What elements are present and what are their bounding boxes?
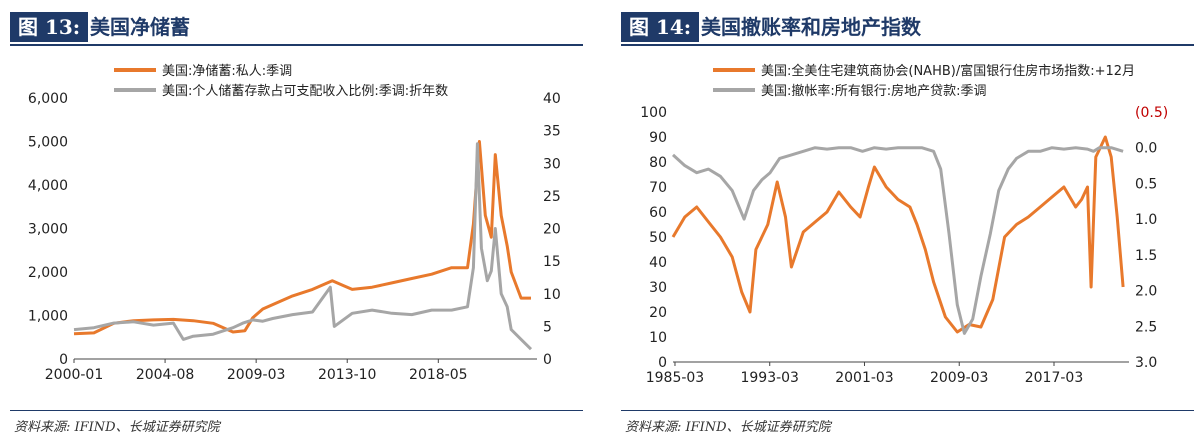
left-legend-label-0: 美国:净储蓄:私人:季调 <box>162 64 292 79</box>
left-source-note: 资料来源: IFIND、长城证券研究院 <box>14 420 220 435</box>
left-x-tick-2: 2009-03 <box>227 367 286 383</box>
right-y-left-tick-6: 40 <box>649 255 667 271</box>
left-x-tick-3: 2013-10 <box>318 367 377 383</box>
left-y-left-tick-4: 2,000 <box>28 265 68 281</box>
left-y-left-tick-5: 1,000 <box>28 309 68 325</box>
left-y-left-tick-2: 4,000 <box>28 178 68 194</box>
right-y-left-tick-10: 0 <box>658 355 667 371</box>
right-y-left-tick-1: 90 <box>649 130 667 146</box>
right-y-right-tick-2: 0.5 <box>1135 176 1157 192</box>
right-x-tick-0: 1985-03 <box>646 370 705 386</box>
left-series-line-1 <box>73 142 533 351</box>
left-y-right-tick-8: 0 <box>543 352 552 368</box>
left-y-right-tick-0: 40 <box>543 91 561 107</box>
right-source-note: 资料来源: IFIND、长城证券研究院 <box>625 420 831 435</box>
left-chart-panel: 图 13: 美国净储蓄 美国:净储蓄:私人:季调美国:个人储蓄存款占可支配收入比… <box>0 0 583 440</box>
right-y-left-tick-5: 50 <box>649 230 667 246</box>
right-x-tick-4: 2017-03 <box>1025 370 1084 386</box>
left-y-left-tick-6: 0 <box>59 352 68 368</box>
right-series-line-0 <box>671 135 1125 334</box>
right-y-right-tick-1: 0.0 <box>1135 141 1157 157</box>
left-source-rule <box>10 410 583 411</box>
left-y-right-tick-5: 15 <box>543 254 561 270</box>
left-y-right-tick-2: 30 <box>543 156 561 172</box>
right-title-rule <box>621 44 1194 46</box>
right-legend-label-1: 美国:撤帐率:所有银行:房地产贷款:季调 <box>761 83 987 99</box>
right-source-rule <box>621 410 1194 411</box>
right-chart-panel: 图 14: 美国撤账率和房地产指数 美国:全美住宅建筑商协会(NAHB)/富国银… <box>611 0 1194 440</box>
right-y-left-tick-3: 70 <box>649 180 667 196</box>
left-y-right-tick-1: 35 <box>543 124 561 140</box>
right-title-bar: 图 14: 美国撤账率和房地产指数 <box>621 12 1194 46</box>
right-y-left-tick-4: 60 <box>649 205 667 221</box>
right-y-left-tick-2: 80 <box>649 155 667 171</box>
left-legend-label-1: 美国:个人储蓄存款占可支配收入比例:季调:折年数 <box>162 84 448 99</box>
right-y-left-tick-0: 100 <box>640 105 667 121</box>
right-y-left-tick-7: 30 <box>649 280 667 296</box>
left-y-right-tick-4: 20 <box>543 222 561 238</box>
left-title-bar: 图 13: 美国净储蓄 <box>10 12 583 46</box>
right-chart-svg: 美国:全美住宅建筑商协会(NAHB)/富国银行住房市场指数:+12月美国:撤帐率… <box>640 63 1168 386</box>
right-chart-title: 美国撤账率和房地产指数 <box>701 15 921 39</box>
left-x-tick-0: 2000-01 <box>45 367 104 383</box>
right-y-left-tick-8: 20 <box>649 305 667 321</box>
left-figure-label: 图 13: <box>10 12 89 42</box>
right-y-right-tick-6: 2.5 <box>1135 319 1157 335</box>
right-y-right-tick-3: 1.0 <box>1135 212 1157 228</box>
left-chart-title: 美国净储蓄 <box>90 15 190 39</box>
left-x-tick-4: 2018-05 <box>409 367 468 383</box>
left-y-right-tick-7: 5 <box>543 319 552 335</box>
left-y-right-tick-6: 10 <box>543 287 561 303</box>
right-x-tick-1: 1993-03 <box>740 370 799 386</box>
right-series-line-1 <box>671 146 1124 335</box>
right-y-right-tick-7: 3.0 <box>1135 355 1157 371</box>
left-title-rule <box>10 44 583 46</box>
right-figure-label: 图 14: <box>621 12 700 42</box>
right-y-right-tick-0: (0.5) <box>1135 105 1168 121</box>
left-y-left-tick-0: 6,000 <box>28 91 68 107</box>
right-y-right-tick-4: 1.5 <box>1135 248 1157 264</box>
right-legend-label-0: 美国:全美住宅建筑商协会(NAHB)/富国银行住房市场指数:+12月 <box>761 63 1135 79</box>
left-y-right-tick-3: 25 <box>543 189 561 205</box>
right-x-tick-2: 2001-03 <box>835 370 894 386</box>
left-y-left-tick-3: 3,000 <box>28 222 68 238</box>
left-x-tick-1: 2004-08 <box>136 367 195 383</box>
right-y-right-tick-5: 2.0 <box>1135 284 1157 300</box>
right-x-tick-3: 2009-03 <box>930 370 989 386</box>
right-y-left-tick-9: 10 <box>649 330 667 346</box>
left-series-line-0 <box>73 140 531 336</box>
left-y-left-tick-1: 5,000 <box>28 135 68 151</box>
